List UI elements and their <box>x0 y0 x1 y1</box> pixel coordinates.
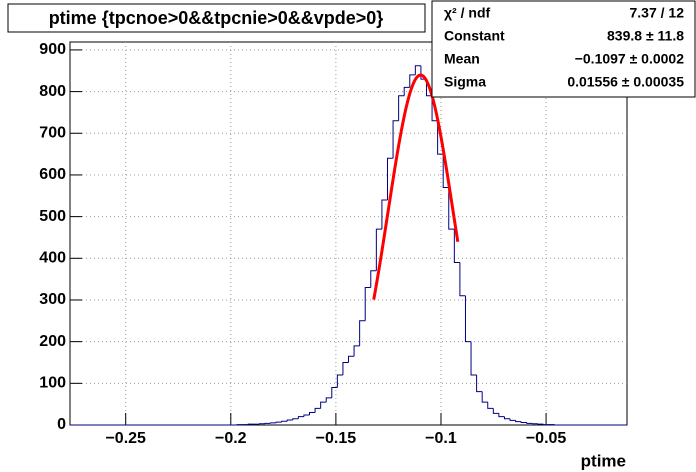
y-tick-label: 300 <box>39 291 66 308</box>
histogram-bin <box>392 120 399 159</box>
x-tick-label: −0.05 <box>526 430 567 447</box>
histogram-bin <box>509 418 516 421</box>
histogram-bin <box>442 154 449 188</box>
histogram-bin <box>398 95 405 121</box>
y-tick-label: 200 <box>39 333 66 350</box>
chart-title: ptime {tpcnoe>0&&tpcnie>0&&vpde>0} <box>49 8 384 28</box>
title-box <box>7 3 426 33</box>
x-tick-label: −0.2 <box>215 430 247 447</box>
histogram-bin <box>481 391 488 403</box>
histogram-bin <box>286 419 293 422</box>
histogram-bin <box>437 120 444 155</box>
y-tick-label: 600 <box>39 166 66 183</box>
histogram-bin <box>303 414 310 417</box>
histogram-bin <box>487 402 494 409</box>
histogram-bin <box>431 95 438 122</box>
x-tick-label: −0.15 <box>316 430 357 447</box>
fit-curve <box>372 73 460 300</box>
histogram-bin <box>353 345 360 357</box>
histogram-bin <box>414 65 421 75</box>
histogram-bin <box>336 374 343 388</box>
x-tick-label: −0.25 <box>105 430 146 447</box>
histogram-bin <box>331 386 338 398</box>
stat-name: Constant <box>444 28 505 44</box>
histogram-bin <box>470 341 477 376</box>
histogram-bin <box>381 199 388 230</box>
histogram-bin <box>314 407 321 413</box>
stat-value: 839.8 ± 11.8 <box>607 28 684 44</box>
histogram-bin <box>348 355 355 363</box>
histogram-bin <box>492 408 499 414</box>
y-tick-label: 900 <box>39 41 66 58</box>
y-tick-label: 100 <box>39 375 66 392</box>
histogram-bin <box>275 421 282 423</box>
stat-name: χ² / ndf <box>444 5 490 21</box>
stat-name: Mean <box>444 51 480 67</box>
stats-box <box>431 0 696 98</box>
histogram-bin <box>498 413 505 418</box>
histogram-bin <box>320 401 327 409</box>
histogram-bin <box>403 86 410 96</box>
histogram-bin <box>409 74 416 88</box>
stat-name: Sigma <box>444 74 486 90</box>
histogram-bin <box>425 79 433 97</box>
histogram-bin <box>503 416 511 420</box>
plot-frame <box>69 41 628 426</box>
y-tick-label: 0 <box>57 416 66 433</box>
histogram-bin <box>292 418 299 420</box>
histogram-bin <box>526 422 533 424</box>
histogram-bin <box>359 320 366 346</box>
stat-value: 7.37 / 12 <box>630 5 685 21</box>
histogram-bin <box>370 270 377 288</box>
histogram-bin <box>342 361 349 375</box>
y-tick-label: 400 <box>39 250 66 267</box>
histogram-bin <box>453 229 460 263</box>
y-tick-label: 800 <box>39 83 66 100</box>
histogram-bin <box>297 416 304 419</box>
histogram-bin <box>459 262 466 297</box>
histogram-bin <box>520 421 527 423</box>
histogram-bin <box>325 397 332 403</box>
y-tick-label: 500 <box>39 208 66 225</box>
histogram-bin <box>375 228 382 271</box>
histogram-bin <box>464 295 472 343</box>
stat-value: −0.1097 ± 0.0002 <box>575 51 684 67</box>
histogram-bin <box>281 420 288 423</box>
histogram-bin <box>309 411 316 415</box>
x-axis-label: ptime <box>581 451 626 470</box>
histogram-bin <box>386 157 394 200</box>
x-tick-label: −0.1 <box>425 430 457 447</box>
histogram-bin <box>364 286 371 321</box>
histogram-bin <box>448 187 455 230</box>
histogram-bin <box>476 374 483 393</box>
histogram-bin <box>515 420 522 423</box>
stat-value: 0.01556 ± 0.00035 <box>567 74 684 90</box>
y-tick-label: 700 <box>39 124 66 141</box>
